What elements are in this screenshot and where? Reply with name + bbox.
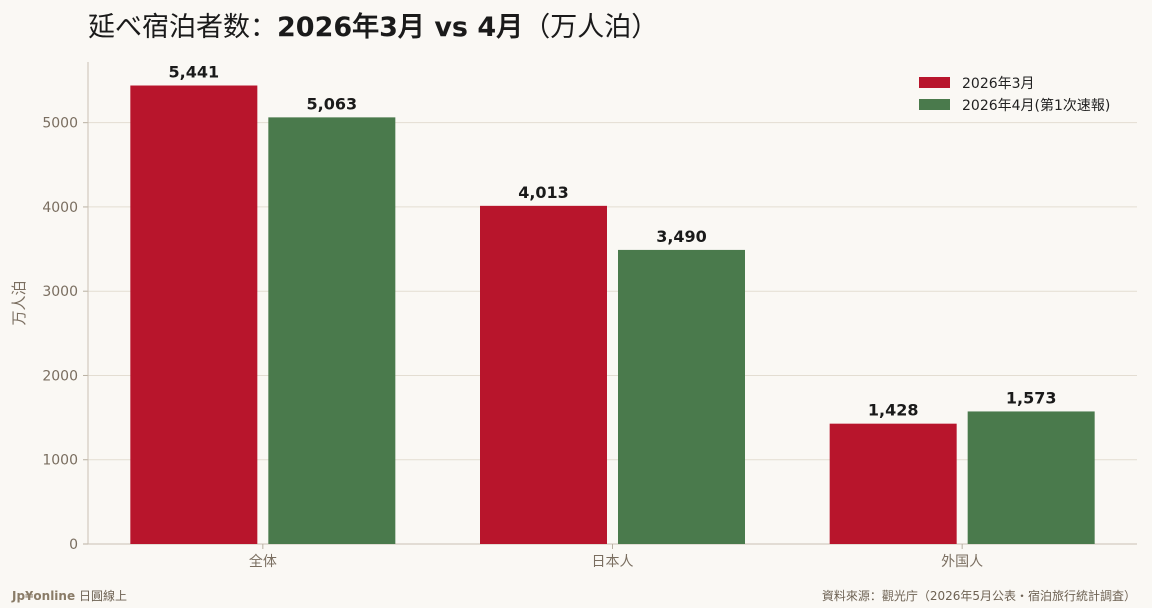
bar-全体-2026年4月(第1次速報) (268, 117, 396, 545)
x-tick-label-日本人: 日本人 (592, 554, 634, 570)
data-label-全体-2026年4月(第1次速報): 5,063 (307, 94, 358, 113)
y-tick-label-4000: 4000 (42, 200, 78, 216)
footer-source: 資料來源：觀光庁（2026年5月公表・宿泊旅行統計調査） (821, 589, 1136, 603)
y-tick-label-1000: 1000 (42, 453, 78, 469)
data-label-全体-2026年3月: 5,441 (169, 63, 220, 82)
bar-外国人-2026年4月(第1次速報) (967, 411, 1095, 544)
chart-title-suffix: （万人泊） (523, 12, 659, 43)
data-label-外国人-2026年3月: 1,428 (868, 401, 919, 420)
y-tick-label-2000: 2000 (42, 368, 78, 384)
footer-brand: Jp¥online 日圓線上 (12, 587, 127, 604)
legend-label-2026年3月: 2026年3月 (962, 76, 1035, 92)
chart-title-main: 2026年3月 vs 4月 (277, 12, 524, 43)
x-tick-label-全体: 全体 (249, 553, 277, 570)
y-axis-label: 万人泊 (10, 280, 28, 325)
bar-全体-2026年3月 (130, 85, 258, 545)
y-tick-label-0: 0 (69, 537, 78, 553)
data-label-日本人-2026年3月: 4,013 (518, 183, 569, 202)
bar-外国人-2026年3月 (829, 423, 957, 544)
legend-label-2026年4月(第1次速報): 2026年4月(第1次速報) (962, 97, 1110, 114)
x-tick-label-外国人: 外国人 (941, 554, 983, 570)
brand-logo-text: Jp¥online (12, 589, 76, 603)
data-label-外国人-2026年4月(第1次速報): 1,573 (1006, 388, 1057, 407)
legend-swatch-2026年3月 (919, 77, 950, 88)
chart-title: 延べ宿泊者数：2026年3月 vs 4月（万人泊） (88, 8, 658, 48)
brand-subtitle: 日圓線上 (78, 589, 127, 603)
legend-swatch-2026年4月(第1次速報) (919, 99, 950, 110)
data-label-日本人-2026年4月(第1次速報): 3,490 (656, 227, 707, 246)
y-tick-label-3000: 3000 (42, 284, 78, 300)
bar-日本人-2026年3月 (480, 205, 607, 544)
y-tick-label-5000: 5000 (42, 116, 78, 132)
bar-日本人-2026年4月(第1次速報) (618, 249, 745, 544)
chart-title-prefix: 延べ宿泊者数： (88, 12, 277, 43)
